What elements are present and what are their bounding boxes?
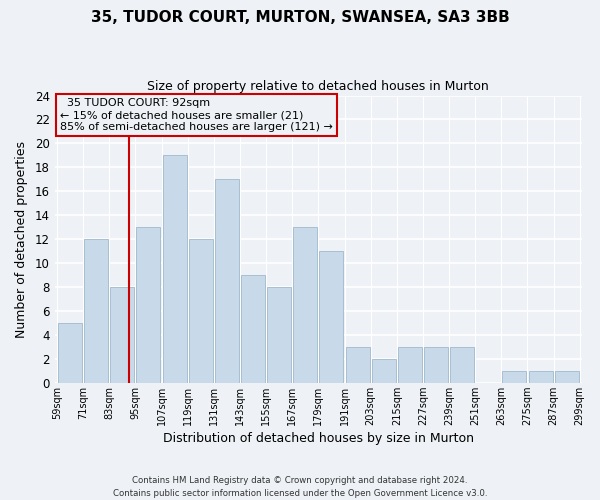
Bar (293, 227, 317, 383)
Bar (398, 347, 422, 383)
Bar (189, 239, 213, 383)
Y-axis label: Number of detached properties: Number of detached properties (15, 140, 28, 338)
Bar (319, 251, 343, 383)
Bar (424, 347, 448, 383)
Bar (215, 180, 239, 383)
Bar (554, 371, 578, 383)
Text: 35 TUDOR COURT: 92sqm
← 15% of detached houses are smaller (21)
85% of semi-deta: 35 TUDOR COURT: 92sqm ← 15% of detached … (60, 98, 333, 132)
Bar (502, 371, 526, 383)
Bar (163, 156, 187, 383)
Bar (372, 359, 395, 383)
Bar (84, 239, 108, 383)
Bar (450, 347, 474, 383)
X-axis label: Distribution of detached houses by size in Murton: Distribution of detached houses by size … (163, 432, 474, 445)
Bar (110, 287, 134, 383)
Bar (136, 227, 160, 383)
Text: Contains HM Land Registry data © Crown copyright and database right 2024.
Contai: Contains HM Land Registry data © Crown c… (113, 476, 487, 498)
Bar (267, 287, 291, 383)
Bar (529, 371, 553, 383)
Text: 35, TUDOR COURT, MURTON, SWANSEA, SA3 3BB: 35, TUDOR COURT, MURTON, SWANSEA, SA3 3B… (91, 10, 509, 25)
Bar (346, 347, 370, 383)
Title: Size of property relative to detached houses in Murton: Size of property relative to detached ho… (148, 80, 489, 93)
Bar (241, 275, 265, 383)
Bar (58, 323, 82, 383)
